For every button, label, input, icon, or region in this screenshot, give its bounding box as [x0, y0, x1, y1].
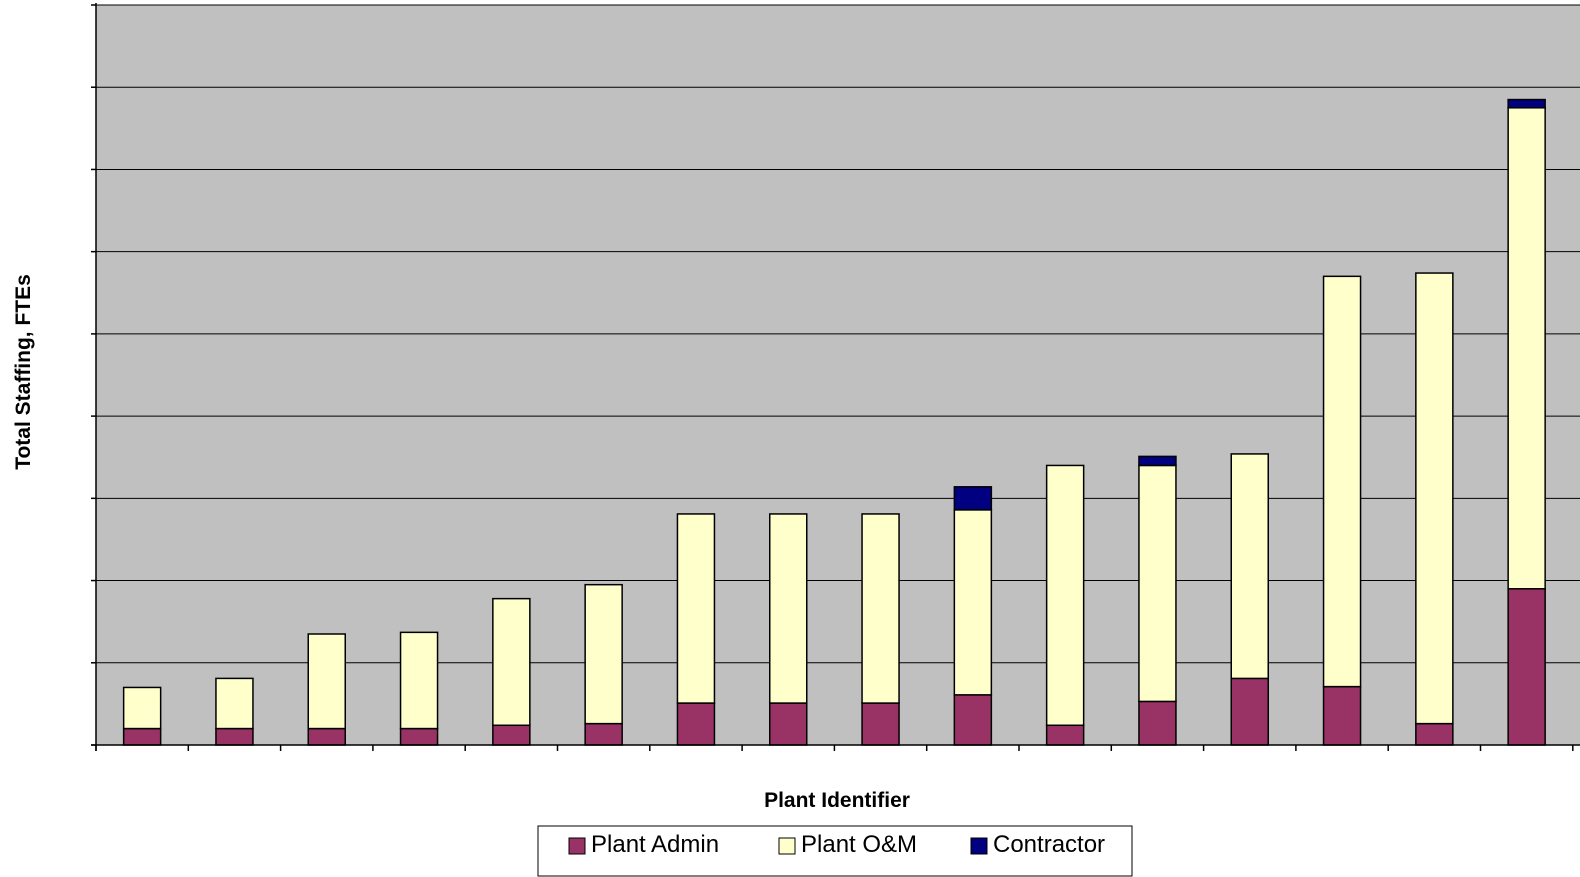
legend: Plant Admin Plant O&M Contractor: [537, 825, 1133, 877]
bar-segment-plant-o-m-13: [1230, 453, 1269, 680]
bar-segment-plant-o-m-6: [584, 583, 623, 725]
x-axis-title: Plant Identifier: [764, 789, 910, 812]
bar-segment-plant-o-m-12: [1138, 464, 1177, 703]
bar-segment-contractor-10: [953, 486, 993, 511]
bar-segment-plant-admin-2: [215, 727, 254, 746]
bar-segment-contractor-16: [1507, 98, 1546, 109]
bar-segment-plant-admin-6: [584, 722, 623, 746]
bar-segment-plant-o-m-10: [953, 509, 993, 696]
bar-segment-plant-o-m-7: [676, 513, 716, 704]
bar-segment-plant-admin-15: [1415, 722, 1454, 746]
y-axis-title: Total Staffing, FTEs: [12, 274, 35, 470]
bar-segment-plant-o-m-16: [1507, 107, 1546, 590]
bar-segment-plant-o-m-5: [492, 597, 531, 727]
bar-segment-plant-o-m-4: [399, 631, 439, 730]
bar-segment-plant-admin-9: [861, 702, 900, 746]
legend-label-plant-admin: Plant Admin: [591, 831, 719, 858]
bar-segment-plant-admin-12: [1138, 700, 1177, 746]
bar-segment-plant-o-m-8: [769, 513, 808, 704]
bar-segment-plant-admin-14: [1322, 685, 1362, 746]
bar-segment-plant-admin-5: [492, 724, 531, 746]
bar-segment-plant-o-m-15: [1415, 272, 1454, 725]
bar-segment-plant-o-m-1: [122, 686, 162, 730]
legend-swatch-contractor: [970, 837, 988, 855]
bars: [122, 98, 1546, 746]
bar-segment-plant-admin-16: [1507, 588, 1546, 746]
legend-swatch-plant-admin: [568, 837, 586, 855]
bar-segment-plant-o-m-9: [861, 513, 900, 704]
legend-box: [537, 825, 1133, 877]
legend-label-contractor: Contractor: [993, 831, 1105, 858]
bar-segment-plant-o-m-3: [307, 633, 346, 730]
bar-segment-plant-admin-8: [769, 702, 808, 746]
bar-segment-plant-o-m-2: [215, 677, 254, 730]
bar-segment-contractor-12: [1138, 455, 1177, 467]
bar-segment-plant-admin-3: [307, 727, 346, 746]
bar-segment-plant-admin-11: [1045, 724, 1085, 746]
legend-label-plant-om: Plant O&M: [801, 831, 917, 858]
axes: [91, 3, 1580, 751]
legend-swatch-plant-om: [778, 837, 796, 855]
bar-segment-plant-admin-7: [676, 702, 716, 746]
bar-segment-plant-admin-1: [122, 727, 162, 746]
bar-segment-plant-admin-4: [399, 727, 439, 746]
bar-segment-plant-o-m-14: [1322, 275, 1362, 688]
bar-segment-plant-o-m-11: [1045, 464, 1085, 727]
bar-segment-plant-admin-13: [1230, 677, 1269, 746]
bar-segment-plant-admin-10: [953, 694, 993, 746]
